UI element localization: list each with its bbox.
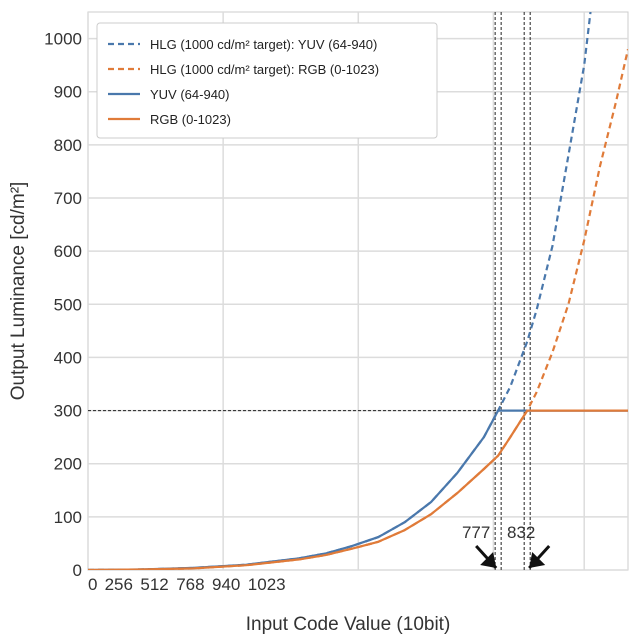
legend-entry: HLG (1000 cd/m² target): YUV (64-940) (150, 37, 377, 52)
x-tick-label: 768 (176, 575, 204, 594)
y-axis-label: Output Luminance [cd/m²] (8, 182, 29, 401)
reference-lines (88, 12, 531, 570)
arrowhead-832 (529, 552, 546, 568)
y-tick-label: 100 (54, 508, 82, 527)
legend-entry: RGB (0-1023) (150, 112, 231, 127)
y-tick-label: 0 (73, 561, 82, 580)
legend-entry: YUV (64-940) (150, 87, 229, 102)
y-tick-label: 500 (54, 295, 82, 314)
series-line-1 (88, 12, 592, 570)
legend-entry: HLG (1000 cd/m² target): RGB (0-1023) (150, 62, 379, 77)
x-tick-label: 0 (88, 575, 97, 594)
x-tick-labels: 0 256 512 768 940 1023 (88, 575, 286, 594)
x-tick-label: 940 (212, 575, 240, 594)
y-tick-label: 900 (54, 83, 82, 102)
x-tick-label: 512 (140, 575, 168, 594)
y-tick-label: 1000 (44, 30, 82, 49)
y-tick-label: 400 (54, 348, 82, 367)
y-tick-label: 600 (54, 242, 82, 261)
x-tick-label: 1023 (248, 575, 286, 594)
y-tick-label: 200 (54, 455, 82, 474)
series-line-4 (88, 409, 628, 570)
y-tick-labels: 0 100 200 300 400 500 600 700 800 900 1000 (44, 30, 82, 580)
arrowhead-777 (480, 552, 497, 568)
legend-box (96, 22, 438, 139)
y-tick-label: 700 (54, 189, 82, 208)
x-axis-label: Input Code Value (10bit) (246, 614, 451, 635)
y-tick-label: 300 (54, 402, 82, 421)
legend: HLG (1000 cd/m² target): YUV (64-940) HLG… (96, 22, 438, 139)
annotation-777: 777 (462, 523, 490, 542)
y-tick-label: 800 (54, 136, 82, 155)
x-tick-label: 256 (105, 575, 133, 594)
annotation-832: 832 (507, 523, 535, 542)
annotations: 777 832 (462, 523, 551, 570)
series-lines (88, 12, 628, 570)
